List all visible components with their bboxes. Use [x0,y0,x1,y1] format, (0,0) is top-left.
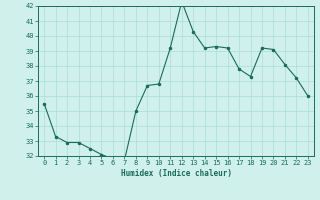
X-axis label: Humidex (Indice chaleur): Humidex (Indice chaleur) [121,169,231,178]
